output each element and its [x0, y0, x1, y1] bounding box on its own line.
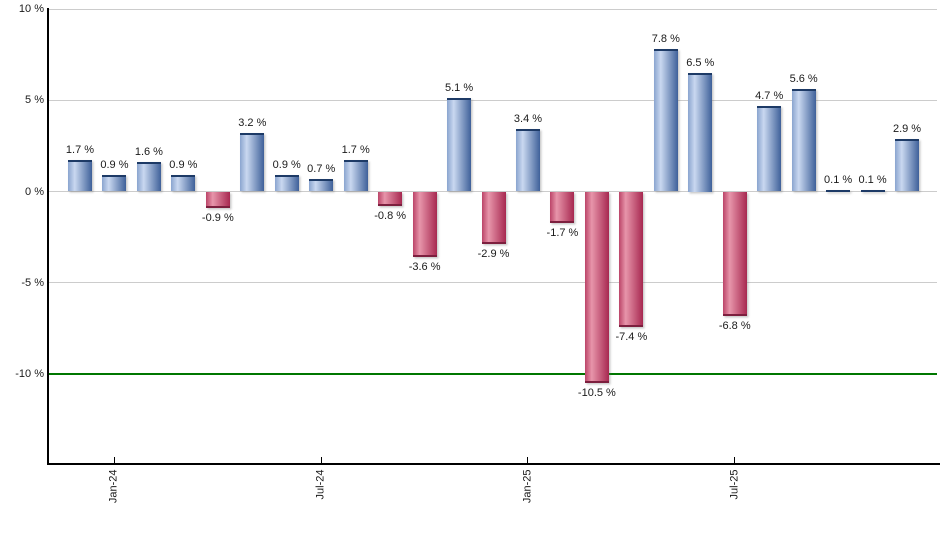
bar-value-label: 0.9 %	[272, 159, 301, 172]
bar-value-label: 7.8 %	[651, 33, 680, 46]
gridline	[48, 8, 937, 10]
x-axis-line	[47, 463, 940, 465]
bar-value-label: 0.1 %	[858, 173, 887, 186]
bar-value-label: 3.4 %	[513, 113, 543, 126]
y-axis-tick-label: 5 %	[25, 94, 44, 107]
bar-value-label: 6.5 %	[686, 56, 715, 69]
positive-bar	[240, 133, 265, 192]
y-axis-tick-label: -10 %	[15, 368, 44, 380]
x-axis-tick	[527, 457, 529, 463]
negative-bar	[481, 191, 506, 245]
y-axis-line	[47, 8, 49, 465]
bar-value-label: -3.6 %	[408, 261, 441, 274]
negative-bar	[378, 191, 403, 207]
x-axis-tick	[320, 457, 322, 463]
positive-bar	[653, 49, 678, 192]
bar-value-label: 1.7 %	[65, 144, 95, 157]
x-axis-tick-label: Jan-25	[521, 469, 534, 504]
bar-value-label: -1.7 %	[546, 226, 579, 239]
bar-value-label: -10.5 %	[577, 387, 616, 400]
x-axis-tick-label: Jul-25	[728, 469, 741, 500]
negative-bar	[584, 191, 609, 384]
bar-value-label: 4.7 %	[755, 89, 784, 102]
positive-bar	[171, 175, 196, 192]
positive-bar	[68, 160, 92, 192]
bar-value-label: 1.6 %	[134, 146, 163, 159]
positive-bar	[102, 175, 127, 192]
bar-value-label: 5.1 %	[444, 82, 474, 95]
bar-value-label: 0.1 %	[824, 173, 853, 186]
bar-value-label: -6.8 %	[718, 319, 751, 332]
y-axis-tick-label: -5 %	[21, 276, 44, 289]
bar-value-label: 2.9 %	[892, 122, 922, 135]
positive-bar	[895, 138, 920, 192]
x-axis-tick	[734, 457, 736, 463]
bar-value-label: 0.9 %	[169, 159, 198, 172]
x-axis-tick-label: Jan-24	[107, 469, 120, 504]
gridline	[48, 282, 937, 284]
bar-value-label: 3.2 %	[238, 117, 267, 130]
bar-value-label: 0.9 %	[100, 159, 129, 172]
bar-value-label: -7.4 %	[615, 330, 648, 343]
bar-value-label: 0.7 %	[307, 162, 336, 175]
positive-bar	[343, 160, 368, 192]
bar-value-label: -2.9 %	[477, 248, 510, 261]
gridline	[48, 99, 937, 101]
y-axis-tick-label: 10 %	[18, 3, 44, 15]
bar-value-label: -0.8 %	[374, 210, 407, 223]
negative-bar	[722, 191, 747, 316]
positive-bar	[309, 178, 334, 192]
negative-bar	[619, 191, 644, 327]
positive-bar	[136, 162, 161, 192]
negative-bar	[550, 191, 575, 223]
y-axis-tick-label: 0 %	[25, 185, 44, 198]
positive-bar	[826, 189, 851, 192]
negative-bar	[412, 191, 437, 258]
negative-bar	[205, 191, 230, 208]
bar-value-label: -0.9 %	[201, 211, 234, 224]
positive-bar	[791, 89, 816, 192]
positive-bar	[447, 98, 472, 192]
positive-bar	[515, 129, 540, 192]
positive-bar	[860, 189, 885, 192]
bar-value-label: 1.7 %	[341, 144, 370, 157]
positive-bar	[757, 105, 782, 192]
positive-bar	[274, 175, 299, 192]
x-axis-tick	[113, 457, 115, 463]
threshold-line	[48, 373, 937, 375]
bar-value-label: 5.6 %	[789, 73, 818, 86]
x-axis-tick-label: Jul-24	[314, 469, 327, 500]
positive-bar	[688, 72, 713, 192]
